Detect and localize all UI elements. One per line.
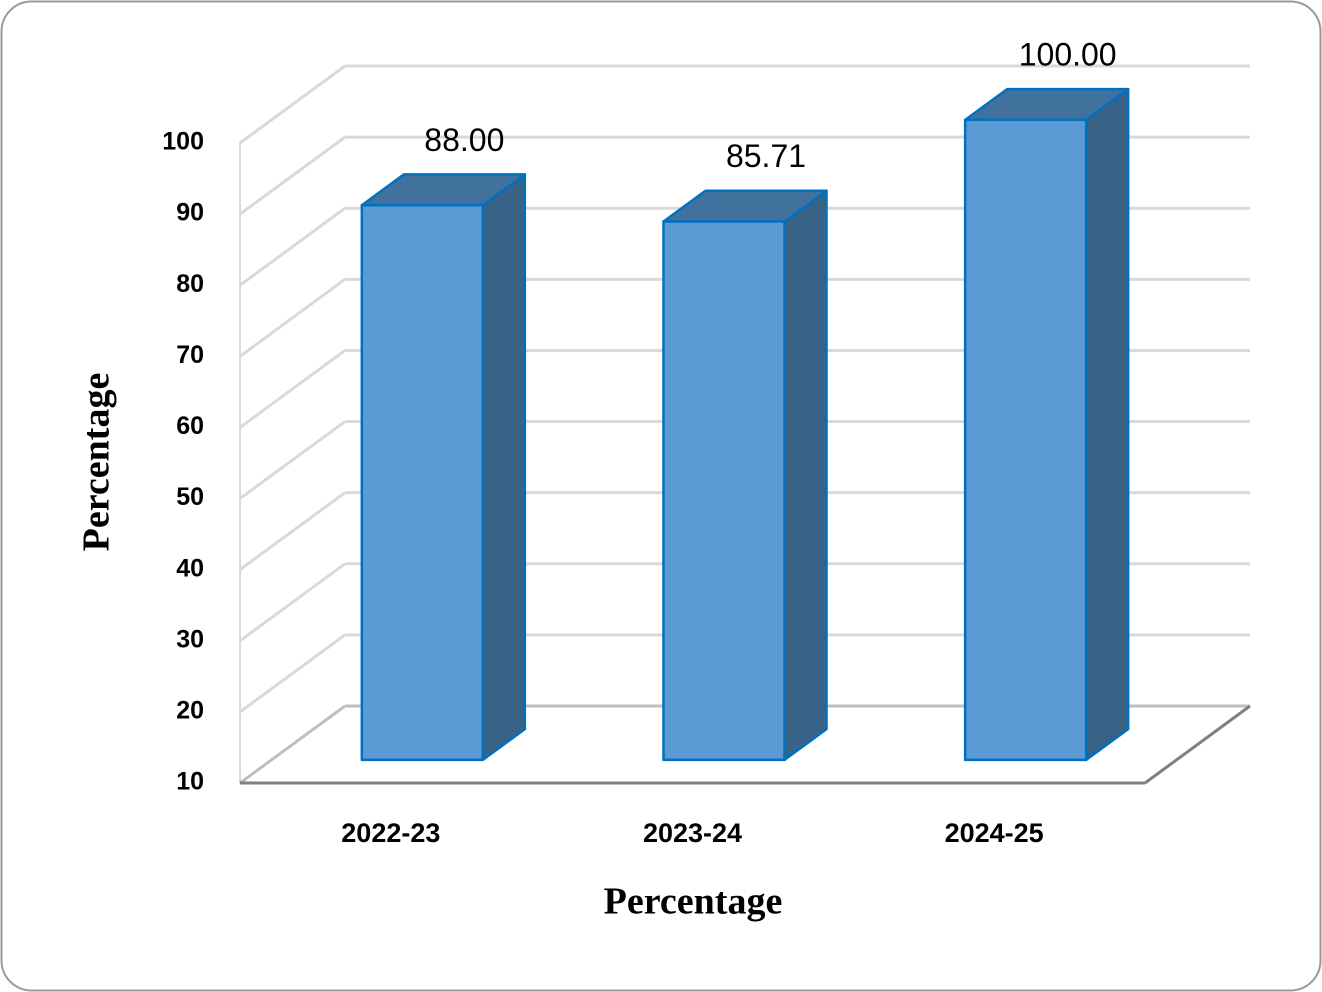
grid-line [239,278,346,358]
grid-line [239,491,346,571]
grid-line [239,64,346,145]
y-tick-label: 70 [176,341,204,369]
bar-front [662,220,786,762]
y-tick-label: 40 [176,554,204,582]
y-tick-label: 10 [176,768,204,796]
grid-line [239,704,346,785]
bar [963,87,1130,762]
grid-line [239,420,346,500]
y-tick-label: 50 [176,483,204,511]
grid-line [239,562,346,642]
floor-edge [1144,704,1251,785]
data-label: 100.00 [1019,37,1117,73]
x-tick-label: 2023-24 [643,818,742,848]
bar [662,189,828,762]
x-tick-label: 2024-25 [945,818,1044,848]
bar-front [360,203,485,762]
grid-line [239,633,346,714]
y-tick-label: 90 [176,199,204,227]
y-tick-label: 20 [176,696,204,724]
data-label: 88.00 [424,122,504,158]
grid-line [239,207,346,287]
bar-side [783,189,828,762]
x-tick-label: 2022-23 [341,818,440,848]
bar-front [963,118,1088,762]
grid-line [239,349,346,429]
data-label: 85.71 [726,138,806,174]
grid-line [239,135,346,216]
x-axis-title: Percentage [604,881,783,923]
y-tick-label: 30 [176,625,204,653]
y-axis-title: Percentage [76,373,118,552]
y-tick-label: 80 [176,270,204,298]
y-tick-label: 60 [176,412,204,440]
bar-side [481,173,527,762]
bar [360,173,527,762]
bar-side [1084,87,1130,762]
y-tick-label: 100 [162,128,204,156]
